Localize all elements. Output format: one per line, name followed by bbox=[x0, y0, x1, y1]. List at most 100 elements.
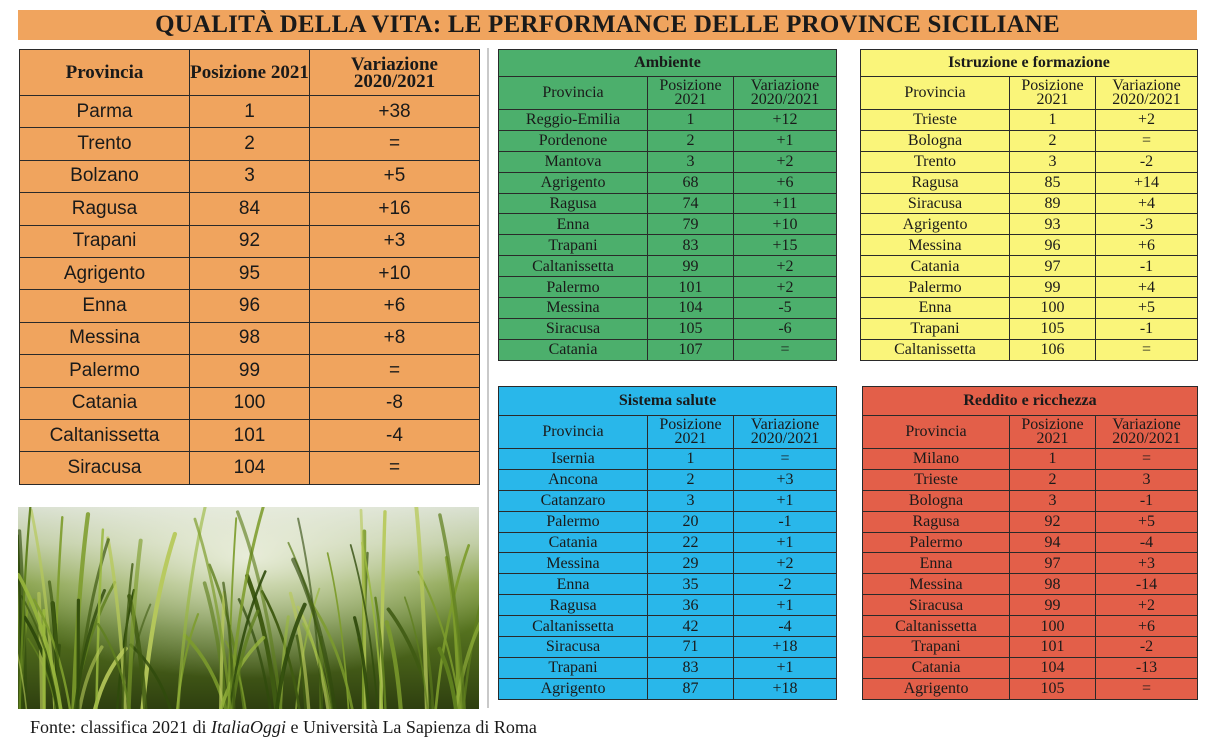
grass-blade bbox=[353, 616, 371, 709]
position-cell: 2 bbox=[1009, 129, 1096, 152]
position-cell: 100 bbox=[1009, 297, 1096, 319]
position-cell: 3 bbox=[647, 150, 734, 173]
province-cell: Catanzaro bbox=[498, 489, 648, 512]
province-cell: Messina bbox=[860, 234, 1010, 257]
position-cell: 20 bbox=[647, 510, 734, 533]
grass-blade bbox=[453, 621, 479, 709]
position-cell: 29 bbox=[647, 552, 734, 575]
variation-cell: -1 bbox=[1094, 317, 1199, 340]
position-cell: 1 bbox=[647, 448, 734, 470]
province-cell: Caltanissetta bbox=[498, 255, 648, 278]
position-cell: 1 bbox=[1009, 109, 1096, 131]
position-cell: 101 bbox=[1009, 636, 1096, 658]
position-cell: 107 bbox=[647, 338, 734, 361]
variation-cell: +3 bbox=[732, 468, 838, 491]
position-cell: 93 bbox=[1009, 213, 1096, 236]
table-row: Bologna 3 -1 bbox=[862, 489, 1199, 512]
variation-cell: +5 bbox=[1094, 297, 1199, 319]
variation-cell: -4 bbox=[1094, 531, 1199, 554]
position-cell: 99 bbox=[189, 354, 310, 388]
variation-cell: +11 bbox=[732, 192, 838, 215]
variation-cell: +16 bbox=[309, 192, 480, 226]
province-cell: Catania bbox=[19, 386, 190, 420]
province-cell: Palermo bbox=[498, 510, 648, 533]
grass-blade bbox=[129, 643, 172, 709]
variation-cell: +5 bbox=[1094, 510, 1199, 533]
table-row: Ragusa 92 +5 bbox=[862, 510, 1199, 533]
variation-cell: -1 bbox=[1094, 489, 1199, 512]
reddito-table: Reddito e ricchezza Provincia Posizione … bbox=[861, 386, 1199, 700]
grass-blade bbox=[76, 598, 80, 709]
table-row: Catanzaro 3 +1 bbox=[498, 489, 838, 512]
province-cell: Enna bbox=[498, 573, 648, 596]
table-row: Caltanissetta 100 +6 bbox=[862, 615, 1199, 638]
position-cell: 1 bbox=[647, 109, 734, 131]
province-cell: Bologna bbox=[862, 489, 1010, 512]
province-cell: Trento bbox=[19, 127, 190, 161]
grass-blade bbox=[274, 602, 307, 709]
variation-cell: +10 bbox=[732, 213, 838, 236]
grass-blade bbox=[193, 517, 232, 709]
position-cell: 100 bbox=[1009, 615, 1096, 638]
variation-cell: = bbox=[1094, 129, 1199, 152]
table-row: Caltanissetta 42 -4 bbox=[498, 615, 838, 638]
grass-blade bbox=[97, 622, 131, 709]
province-cell: Siracusa bbox=[498, 317, 648, 340]
variation-cell: +18 bbox=[732, 677, 838, 700]
table-row: Agrigento 95 +10 bbox=[19, 256, 480, 291]
table-row: Messina 98 +8 bbox=[19, 321, 480, 356]
table-row: Agrigento 105 = bbox=[862, 677, 1199, 700]
grass-blades-illustration bbox=[18, 507, 479, 709]
column-header: Provincia bbox=[19, 49, 190, 96]
position-cell: 101 bbox=[647, 276, 734, 299]
grass-blade bbox=[374, 596, 387, 709]
province-cell: Enna bbox=[862, 552, 1010, 575]
table-row: Enna 79 +10 bbox=[498, 213, 838, 236]
province-cell: Trapani bbox=[498, 234, 648, 257]
grass-blade bbox=[235, 510, 283, 709]
position-cell: 99 bbox=[1009, 594, 1096, 617]
position-cell: 84 bbox=[189, 192, 310, 226]
column-header: Variazione 2020/2021 bbox=[309, 49, 480, 96]
position-cell: 89 bbox=[1009, 192, 1096, 215]
table-row: Ragusa 85 +14 bbox=[860, 171, 1199, 194]
variation-cell: +3 bbox=[1094, 552, 1199, 575]
position-cell: 85 bbox=[1009, 171, 1096, 194]
table-row: Caltanissetta 99 +2 bbox=[498, 255, 838, 278]
grass-blade bbox=[18, 653, 28, 709]
position-cell: 3 bbox=[189, 159, 310, 194]
position-cell: 92 bbox=[1009, 510, 1096, 533]
table-row: Messina 104 -5 bbox=[498, 297, 838, 319]
table-row: Palermo 101 +2 bbox=[498, 276, 838, 299]
position-cell: 97 bbox=[1009, 552, 1096, 575]
province-cell: Agrigento bbox=[498, 677, 648, 700]
table-row: Pordenone 2 +1 bbox=[498, 129, 838, 152]
province-cell: Messina bbox=[498, 297, 648, 319]
grass-blade bbox=[384, 620, 403, 709]
position-cell: 2 bbox=[647, 129, 734, 152]
grass-blade bbox=[288, 591, 311, 709]
position-cell: 105 bbox=[1009, 317, 1096, 340]
table-row: Trento 2 = bbox=[19, 127, 480, 161]
province-cell: Enna bbox=[860, 297, 1010, 319]
position-cell: 105 bbox=[1009, 677, 1096, 700]
grass-blade bbox=[308, 599, 354, 709]
table-row: Messina 96 +6 bbox=[860, 234, 1199, 257]
province-cell: Trieste bbox=[860, 109, 1010, 131]
table-row: Mantova 3 +2 bbox=[498, 150, 838, 173]
variation-cell: +10 bbox=[309, 256, 480, 291]
province-cell: Pordenone bbox=[498, 129, 648, 152]
grass-blade bbox=[349, 544, 379, 709]
province-cell: Bolzano bbox=[19, 159, 190, 194]
province-cell: Caltanissetta bbox=[498, 615, 648, 638]
variation-cell: -1 bbox=[1094, 255, 1199, 278]
variation-cell: +6 bbox=[1094, 615, 1199, 638]
variation-cell: -3 bbox=[1094, 213, 1199, 236]
province-cell: Palermo bbox=[498, 276, 648, 299]
position-cell: 96 bbox=[189, 289, 310, 323]
position-cell: 74 bbox=[647, 192, 734, 215]
position-cell: 99 bbox=[1009, 276, 1096, 299]
table-row: Palermo 94 -4 bbox=[862, 531, 1199, 554]
table-row: Siracusa 89 +4 bbox=[860, 192, 1199, 215]
table-row: Trieste 2 3 bbox=[862, 468, 1199, 491]
